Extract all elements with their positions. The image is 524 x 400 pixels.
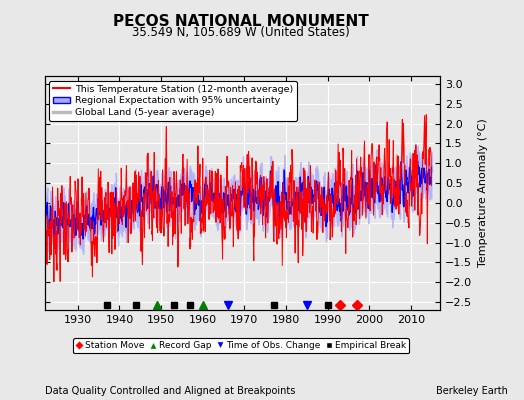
Text: Berkeley Earth: Berkeley Earth [436, 386, 508, 396]
Legend: This Temperature Station (12-month average), Regional Expectation with 95% uncer: This Temperature Station (12-month avera… [49, 81, 297, 121]
Text: PECOS NATIONAL MONUMENT: PECOS NATIONAL MONUMENT [113, 14, 369, 29]
Legend: Station Move, Record Gap, Time of Obs. Change, Empirical Break: Station Move, Record Gap, Time of Obs. C… [73, 338, 409, 354]
Y-axis label: Temperature Anomaly (°C): Temperature Anomaly (°C) [478, 119, 488, 267]
Text: Data Quality Controlled and Aligned at Breakpoints: Data Quality Controlled and Aligned at B… [45, 386, 295, 396]
Text: 35.549 N, 105.689 W (United States): 35.549 N, 105.689 W (United States) [132, 26, 350, 39]
